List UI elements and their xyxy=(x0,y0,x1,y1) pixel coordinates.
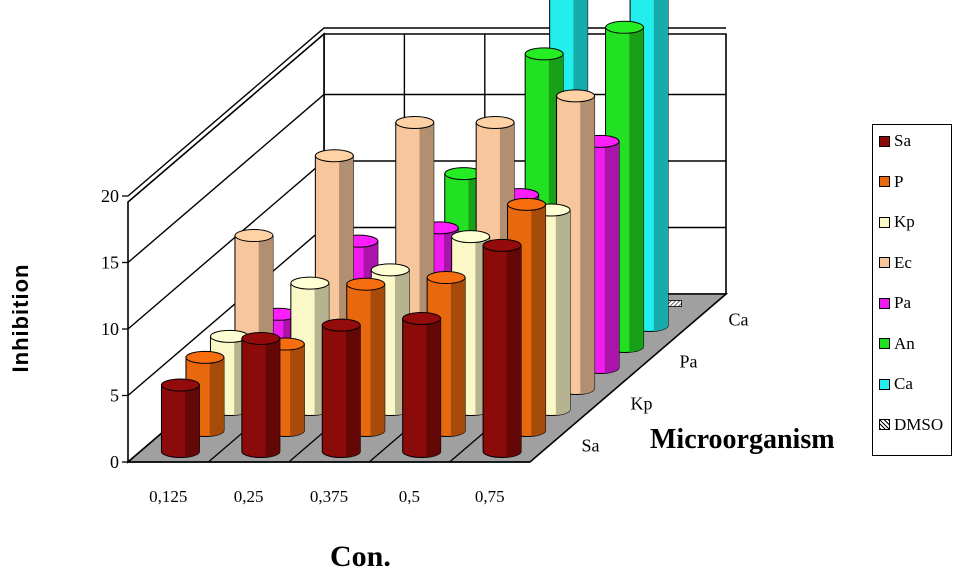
legend-label: Ca xyxy=(894,374,913,393)
legend-item-pa: Pa xyxy=(879,292,911,314)
y-axis-label: Inhibition xyxy=(8,263,33,373)
y-tick-label: 10 xyxy=(101,319,119,339)
gridline xyxy=(127,27,726,197)
bar-shade xyxy=(426,318,441,458)
legend-item-kp: Kp xyxy=(879,211,915,233)
bar-top xyxy=(160,378,200,392)
bar-top xyxy=(451,230,491,244)
y-tick-label: 15 xyxy=(101,253,119,273)
legend-label: Ec xyxy=(894,252,912,272)
bar-shade xyxy=(346,325,361,458)
bar-top xyxy=(426,271,466,285)
legend-label: Sa xyxy=(894,131,911,150)
bar-shade xyxy=(506,245,522,458)
bar-top xyxy=(475,116,515,129)
y-tick-label: 0 xyxy=(110,452,119,472)
depth-axis-label: Microorganism xyxy=(650,424,835,455)
bar-top xyxy=(241,331,281,345)
bar-shade xyxy=(555,210,571,416)
depth-tick-label: Kp xyxy=(631,394,653,414)
x-tick-label: 0,5 xyxy=(399,487,420,506)
bar-shade xyxy=(370,284,385,437)
x-tick-label: 0,375 xyxy=(310,487,348,506)
legend-item-sa: Sa xyxy=(879,130,911,152)
bar-shade xyxy=(531,204,546,437)
bar-top xyxy=(524,47,564,61)
bar-top xyxy=(556,89,596,103)
legend-swatch xyxy=(879,378,890,390)
bar-Sa-0 xyxy=(160,378,200,458)
legend-item-ec: Ec xyxy=(879,252,912,274)
legend: Sa P Kp Ec Pa An Ca DMSO xyxy=(872,124,952,456)
legend-item-p: P xyxy=(879,171,903,193)
bar-top xyxy=(370,263,410,277)
bar-shade xyxy=(629,27,644,353)
bar-shade xyxy=(653,0,669,332)
y-tick-label: 5 xyxy=(110,386,119,406)
legend-swatch xyxy=(879,419,890,430)
chart-ticks: 0 5 10 15 20 0,125 0,25 0,375 0,5 0,75 Sa Kp Pa Ca xyxy=(101,186,749,506)
x-axis-label: Con. xyxy=(330,540,391,573)
bar-shade xyxy=(290,344,305,437)
legend-label: P xyxy=(894,171,904,191)
bar-shade xyxy=(185,385,200,458)
bar-top xyxy=(185,350,225,364)
bar-Sa-2 xyxy=(321,318,361,458)
legend-item-ca: Ca xyxy=(879,373,913,395)
bar-Sa-4 xyxy=(482,238,522,458)
bar-top xyxy=(605,20,645,34)
depth-tick-label: Ca xyxy=(729,310,749,330)
bar-Sa-1 xyxy=(241,331,281,458)
bar-top xyxy=(402,312,442,325)
legend-swatch xyxy=(879,135,890,147)
x-tick-label: 0,25 xyxy=(234,487,264,506)
legend-swatch xyxy=(879,176,890,187)
bar-top xyxy=(234,229,274,243)
y-tick-label: 20 xyxy=(101,186,119,206)
bar-top xyxy=(346,277,386,291)
legend-item-an: An xyxy=(879,333,915,355)
bar-shade xyxy=(265,338,280,458)
bar-top xyxy=(321,318,361,332)
chart-bars xyxy=(160,0,682,458)
legend-label: DMSO xyxy=(894,414,944,434)
legend-swatch xyxy=(879,257,890,268)
legend-label: Pa xyxy=(894,293,911,312)
bar-shade xyxy=(580,95,595,395)
x-tick-label: 0,75 xyxy=(475,487,505,506)
legend-label: Kp xyxy=(894,212,915,231)
bar-Sa-3 xyxy=(402,312,442,458)
depth-tick-label: Sa xyxy=(582,436,600,456)
bar-top xyxy=(507,197,547,211)
depth-tick-label: Pa xyxy=(680,352,698,372)
legend-label: An xyxy=(894,333,915,353)
bar-top xyxy=(482,238,522,252)
bar-top xyxy=(290,276,330,290)
bar-top xyxy=(395,116,435,129)
bar-shade xyxy=(450,277,466,437)
legend-swatch xyxy=(879,216,890,228)
bar-shade xyxy=(604,141,620,374)
bar-top xyxy=(314,149,354,163)
bar-shade xyxy=(209,357,224,437)
x-tick-label: 0,125 xyxy=(149,487,187,506)
legend-swatch xyxy=(879,297,890,309)
legend-swatch xyxy=(879,338,890,349)
legend-item-dmso: DMSO xyxy=(879,414,943,436)
